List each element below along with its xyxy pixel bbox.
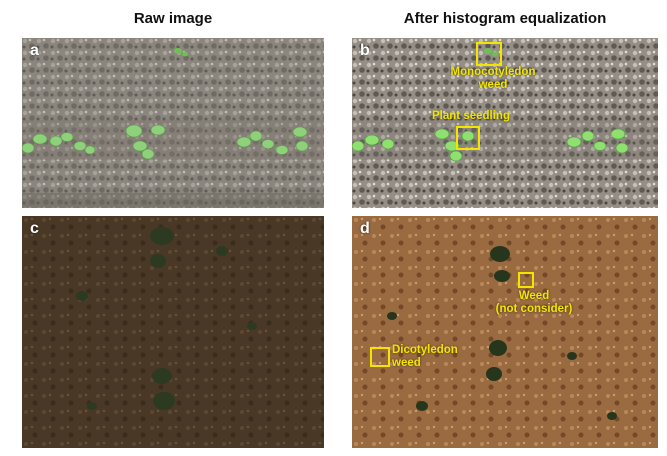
panel-letter-d: d — [360, 220, 370, 237]
panel-letter-c: c — [30, 220, 39, 237]
plant-seedling-label: Plant seedling — [432, 110, 510, 122]
monocotyledon-weed-label: Monocotyledon weed — [438, 66, 548, 92]
dark-soil-photo — [22, 216, 324, 448]
gravel-field-photo — [22, 38, 324, 208]
equalized-image-title: After histogram equalization — [403, 10, 607, 27]
panel-letter-a: a — [30, 42, 39, 59]
panel-a-raw-seedling-image: a — [22, 38, 324, 208]
raw-image-title: Raw image — [133, 10, 213, 27]
equalized-soil-photo — [352, 216, 658, 448]
dicotyledon-label-line1: Dicotyledon — [392, 344, 458, 356]
weed-label-line1: Weed — [518, 290, 550, 302]
monocotyledon-weed-box — [476, 42, 502, 66]
monocotyledon-label-line2: weed — [478, 79, 508, 92]
panel-b-equalized-seedling-image: b Monocotyledon weed Plant seedling — [352, 38, 658, 208]
dicotyledon-label-line2: weed — [392, 357, 421, 370]
weed-not-considered-label: Weed (not consider) — [474, 290, 594, 316]
equalized-gravel-photo — [352, 38, 658, 208]
plant-seedling-box — [456, 126, 480, 150]
panel-c-raw-soil-image: c — [22, 216, 324, 448]
dicotyledon-weed-label: Dicotyledon weed — [392, 344, 476, 370]
panel-letter-b: b — [360, 42, 370, 59]
weed-label-line2: (not consider) — [495, 303, 573, 316]
panel-d-equalized-soil-image: d Weed (not consider) Dicotyledon weed — [352, 216, 658, 448]
dicotyledon-weed-box — [370, 347, 390, 367]
monocotyledon-label-line1: Monocotyledon — [450, 66, 536, 78]
weed-not-considered-box — [518, 272, 534, 288]
